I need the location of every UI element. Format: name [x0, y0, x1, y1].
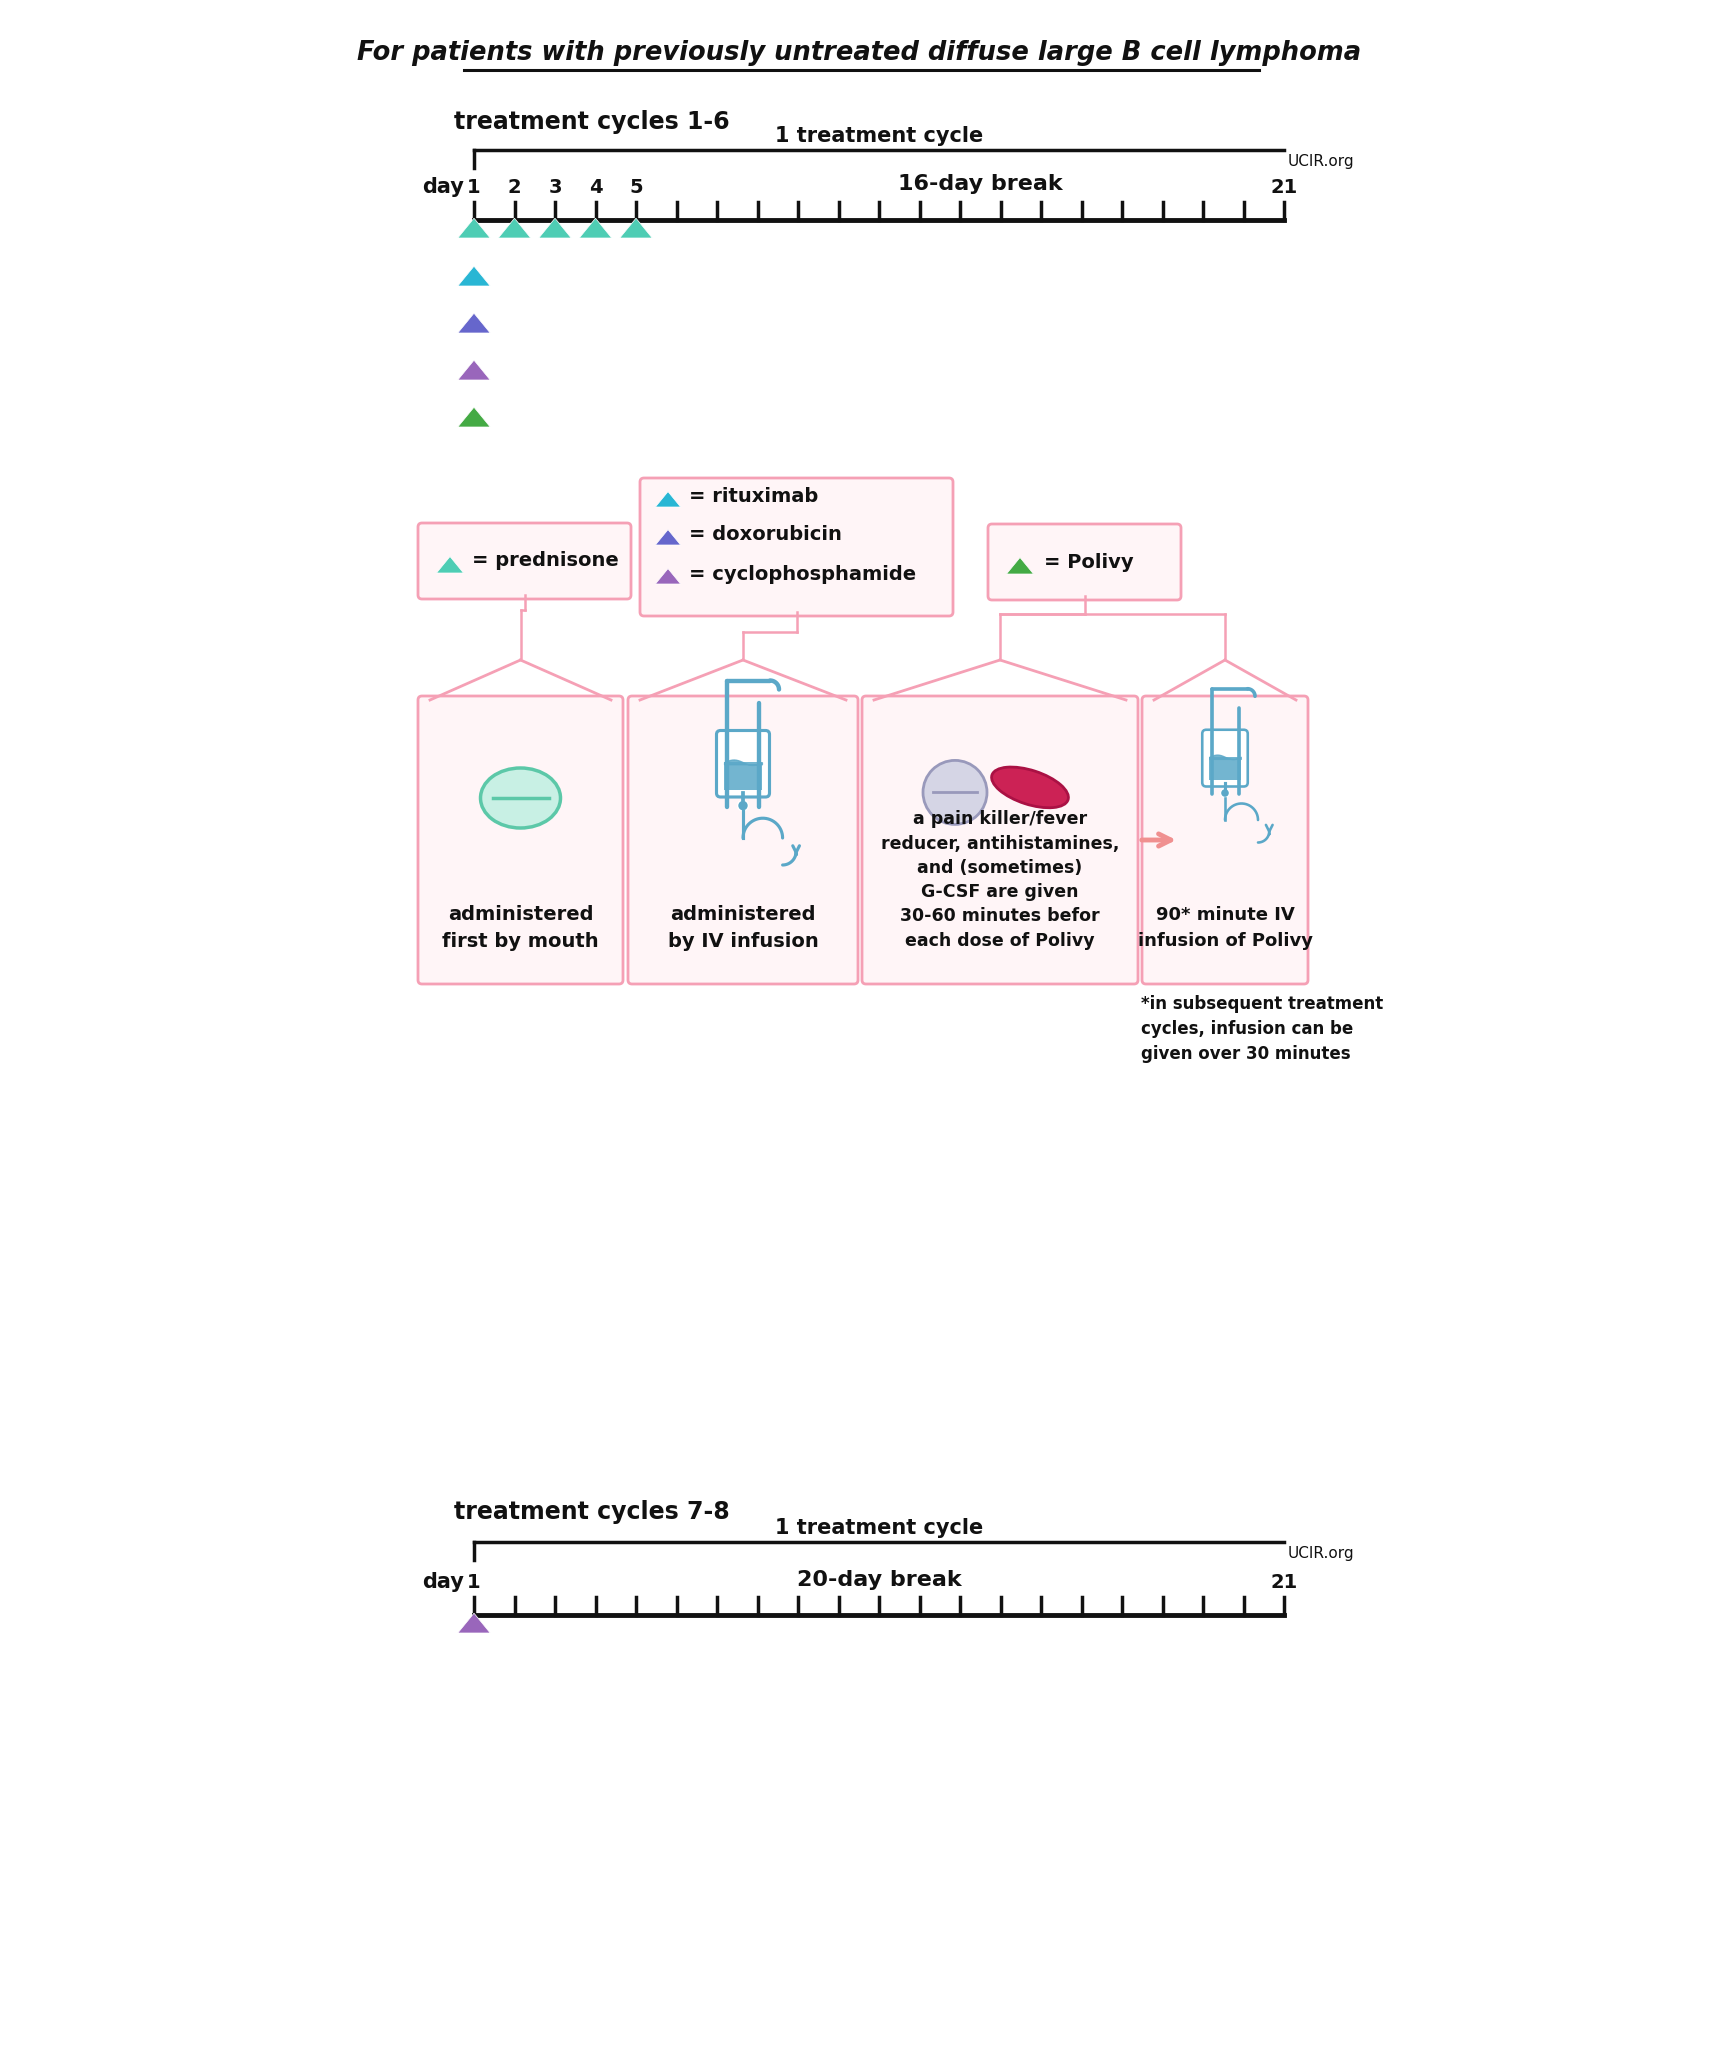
FancyBboxPatch shape [1203, 729, 1247, 786]
Text: day: day [423, 1573, 464, 1591]
FancyBboxPatch shape [716, 731, 770, 797]
FancyBboxPatch shape [629, 696, 857, 983]
Polygon shape [655, 569, 680, 584]
Polygon shape [655, 492, 680, 508]
Circle shape [1220, 788, 1230, 797]
Polygon shape [457, 313, 490, 334]
Text: = doxorubicin: = doxorubicin [689, 526, 842, 545]
Text: treatment cycles 1-6: treatment cycles 1-6 [454, 111, 730, 133]
FancyBboxPatch shape [417, 696, 624, 983]
Polygon shape [457, 1614, 490, 1632]
Text: = prednisone: = prednisone [472, 551, 618, 571]
FancyBboxPatch shape [417, 522, 631, 598]
Text: = Polivy: = Polivy [1045, 553, 1134, 571]
Text: 21: 21 [1270, 1573, 1297, 1591]
Polygon shape [1007, 557, 1034, 573]
FancyBboxPatch shape [641, 477, 953, 616]
FancyBboxPatch shape [862, 696, 1137, 983]
Polygon shape [655, 530, 680, 545]
Polygon shape [457, 408, 490, 426]
Text: 21: 21 [1270, 178, 1297, 197]
FancyBboxPatch shape [988, 524, 1180, 600]
Text: UCIR.org: UCIR.org [1288, 1546, 1354, 1561]
Text: = rituximab: = rituximab [689, 487, 818, 506]
Text: 20-day break: 20-day break [797, 1571, 962, 1589]
Circle shape [737, 801, 749, 811]
Polygon shape [579, 219, 612, 238]
Polygon shape [457, 219, 490, 238]
Text: 5: 5 [629, 178, 643, 197]
FancyBboxPatch shape [1142, 696, 1307, 983]
Text: 1 treatment cycle: 1 treatment cycle [775, 1518, 983, 1538]
Text: 1: 1 [467, 1573, 481, 1591]
Polygon shape [620, 219, 653, 238]
Ellipse shape [481, 768, 560, 827]
Polygon shape [539, 219, 570, 238]
Polygon shape [498, 219, 531, 238]
Text: *in subsequent treatment
cycles, infusion can be
given over 30 minutes: *in subsequent treatment cycles, infusio… [1141, 995, 1383, 1063]
Text: 16-day break: 16-day break [899, 174, 1062, 195]
Text: UCIR.org: UCIR.org [1288, 154, 1354, 170]
Circle shape [923, 760, 988, 825]
Ellipse shape [991, 768, 1069, 807]
Text: treatment cycles 7-8: treatment cycles 7-8 [454, 1499, 730, 1524]
Polygon shape [457, 360, 490, 381]
Text: 2: 2 [509, 178, 521, 197]
Text: a pain killer/fever
reducer, antihistamines,
and (sometimes)
G-CSF are given
30-: a pain killer/fever reducer, antihistami… [881, 811, 1118, 950]
Text: For patients with previously untreated diffuse large B cell lymphoma: For patients with previously untreated d… [357, 41, 1361, 66]
Text: 3: 3 [548, 178, 562, 197]
Text: = cyclophosphamide: = cyclophosphamide [689, 565, 916, 584]
Polygon shape [436, 557, 464, 573]
Polygon shape [457, 266, 490, 287]
Bar [1209, 758, 1240, 780]
Text: 1 treatment cycle: 1 treatment cycle [775, 127, 983, 145]
Text: 90* minute IV
infusion of Polivy: 90* minute IV infusion of Polivy [1137, 907, 1313, 950]
Text: day: day [423, 176, 464, 197]
Text: 1: 1 [467, 178, 481, 197]
Text: administered
by IV infusion: administered by IV infusion [668, 905, 818, 950]
Text: administered
first by mouth: administered first by mouth [442, 905, 600, 950]
Bar [723, 762, 761, 791]
Text: 4: 4 [589, 178, 603, 197]
